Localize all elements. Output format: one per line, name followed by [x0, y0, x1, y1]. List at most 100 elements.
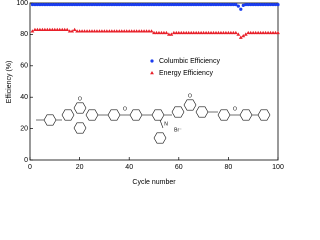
point [117, 29, 122, 33]
point [256, 30, 261, 35]
point [30, 2, 35, 7]
point [72, 27, 77, 31]
page: Cycle number Efficiency (%) O O O O N Br… [5, 0, 284, 186]
y-tick-label: 60 [20, 63, 28, 70]
point [104, 29, 109, 33]
x-axis-label: Cycle number [132, 179, 176, 186]
point [115, 2, 119, 7]
point [266, 2, 270, 7]
atom-label: N [164, 121, 168, 127]
point [268, 30, 273, 35]
point [122, 29, 127, 33]
point [187, 2, 191, 7]
point [30, 29, 35, 33]
point [169, 2, 173, 7]
point [216, 2, 221, 7]
point [87, 2, 92, 7]
y-tick-label: 100 [16, 0, 28, 7]
point [60, 27, 65, 31]
point [258, 30, 263, 35]
point [191, 30, 196, 35]
point [189, 2, 193, 7]
point [211, 2, 216, 7]
point [45, 27, 50, 31]
point [102, 2, 106, 7]
point [42, 27, 47, 31]
point [276, 30, 280, 35]
point [114, 29, 119, 33]
point [268, 2, 273, 7]
point [219, 2, 223, 7]
point [248, 30, 253, 35]
y-tick-label: 80 [20, 31, 28, 38]
point [226, 30, 231, 35]
point [176, 30, 181, 35]
point [174, 2, 178, 7]
point [110, 2, 114, 7]
point [147, 2, 151, 7]
point [261, 2, 265, 7]
point [209, 2, 213, 7]
point [162, 30, 166, 35]
point [159, 2, 164, 7]
point [112, 2, 116, 7]
point [137, 2, 141, 7]
point [157, 30, 161, 35]
point [231, 30, 236, 35]
point [251, 2, 255, 7]
point [57, 27, 62, 31]
point [130, 2, 134, 7]
point [80, 29, 84, 33]
point [239, 7, 243, 11]
point [238, 35, 243, 39]
x-tick-label: 80 [225, 164, 233, 171]
point [209, 30, 213, 35]
point [236, 4, 240, 8]
x-tick-label: 40 [125, 164, 133, 171]
point [186, 30, 191, 35]
point [58, 2, 62, 7]
point [40, 27, 45, 31]
point [45, 2, 49, 7]
point [264, 2, 268, 7]
point [271, 2, 275, 7]
point [184, 30, 189, 35]
point [202, 2, 206, 7]
point [38, 2, 42, 7]
y-tick-label: 0 [24, 157, 28, 164]
x-tick-label: 20 [76, 164, 84, 171]
point [68, 2, 72, 7]
point [90, 2, 94, 7]
point [124, 29, 129, 33]
point [196, 30, 201, 35]
point [152, 30, 156, 35]
atom-label: O [188, 93, 192, 99]
point [162, 2, 166, 7]
point [70, 2, 74, 7]
atom-label: O [233, 106, 237, 112]
point [214, 30, 218, 35]
point [166, 32, 171, 36]
point [135, 2, 139, 7]
point [243, 32, 248, 36]
point [172, 2, 176, 7]
point [95, 2, 99, 7]
point [125, 2, 129, 7]
point [234, 2, 238, 7]
point [167, 2, 171, 7]
y-axis-label: Efficiency (%) [6, 61, 13, 104]
point [137, 29, 142, 33]
point [164, 2, 168, 7]
point [80, 2, 84, 7]
point [231, 2, 235, 7]
point [65, 2, 69, 7]
point [154, 2, 159, 7]
point [92, 2, 97, 7]
y-tick-label: 40 [20, 94, 28, 101]
point [107, 2, 111, 7]
x-tick-label: 60 [175, 164, 183, 171]
legend-marker [150, 59, 154, 63]
point [261, 30, 266, 35]
point [35, 2, 40, 7]
point [40, 2, 45, 7]
